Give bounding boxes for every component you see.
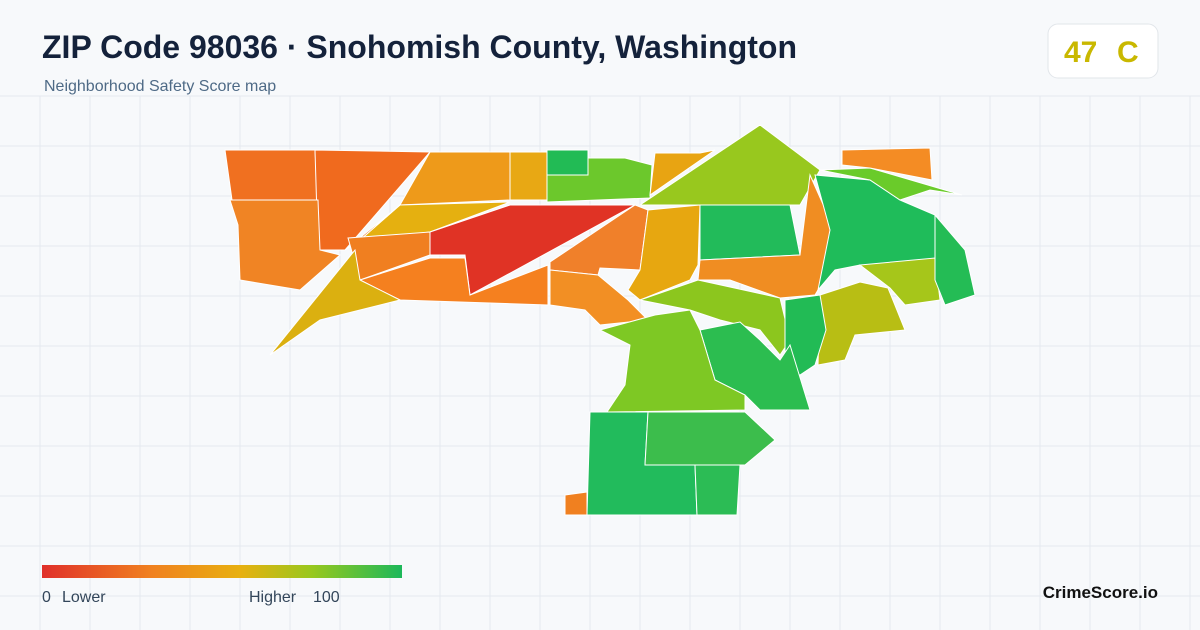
region [649, 149, 716, 197]
region [699, 204, 801, 261]
title: ZIP Code 98036 · Snohomish County, Washi… [42, 29, 797, 65]
region [644, 411, 776, 466]
region [934, 213, 976, 306]
legend-min: 0 [42, 589, 51, 606]
region [546, 157, 653, 203]
region [224, 149, 319, 201]
legend-max: 100 [313, 589, 340, 606]
region [546, 149, 589, 176]
region [694, 464, 741, 516]
region [858, 257, 941, 306]
legend-gradient [42, 565, 402, 578]
region [269, 248, 402, 356]
score-badge [1047, 23, 1159, 79]
score-grade: C [1117, 36, 1139, 69]
region [509, 151, 548, 201]
region [638, 279, 791, 356]
region [358, 257, 549, 306]
region [598, 309, 746, 413]
brand: CrimeScore.io [1043, 583, 1158, 602]
legend-max-label: Higher [249, 589, 297, 606]
score-value: 47 [1064, 36, 1097, 69]
region [817, 281, 906, 366]
map [224, 124, 976, 516]
region [229, 199, 342, 291]
region [549, 269, 650, 326]
legend-min-label: Lower [62, 589, 106, 606]
subtitle: Neighborhood Safety Score map [44, 78, 276, 95]
region [841, 147, 933, 181]
region [564, 491, 588, 516]
